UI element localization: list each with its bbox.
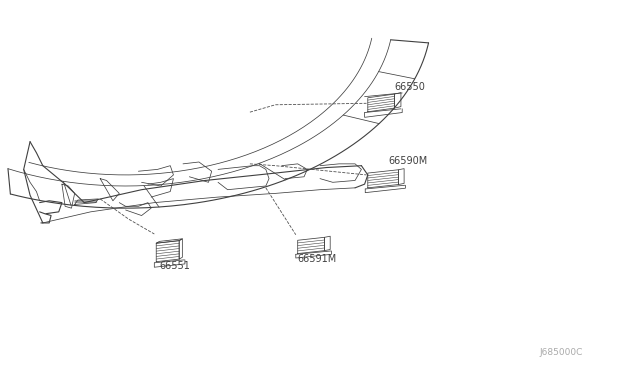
Text: 66550: 66550 bbox=[394, 82, 426, 92]
Text: 66551: 66551 bbox=[159, 261, 190, 271]
Text: 66590M: 66590M bbox=[389, 157, 428, 166]
Text: 66591M: 66591M bbox=[298, 254, 337, 263]
Text: J685000C: J685000C bbox=[540, 347, 583, 357]
